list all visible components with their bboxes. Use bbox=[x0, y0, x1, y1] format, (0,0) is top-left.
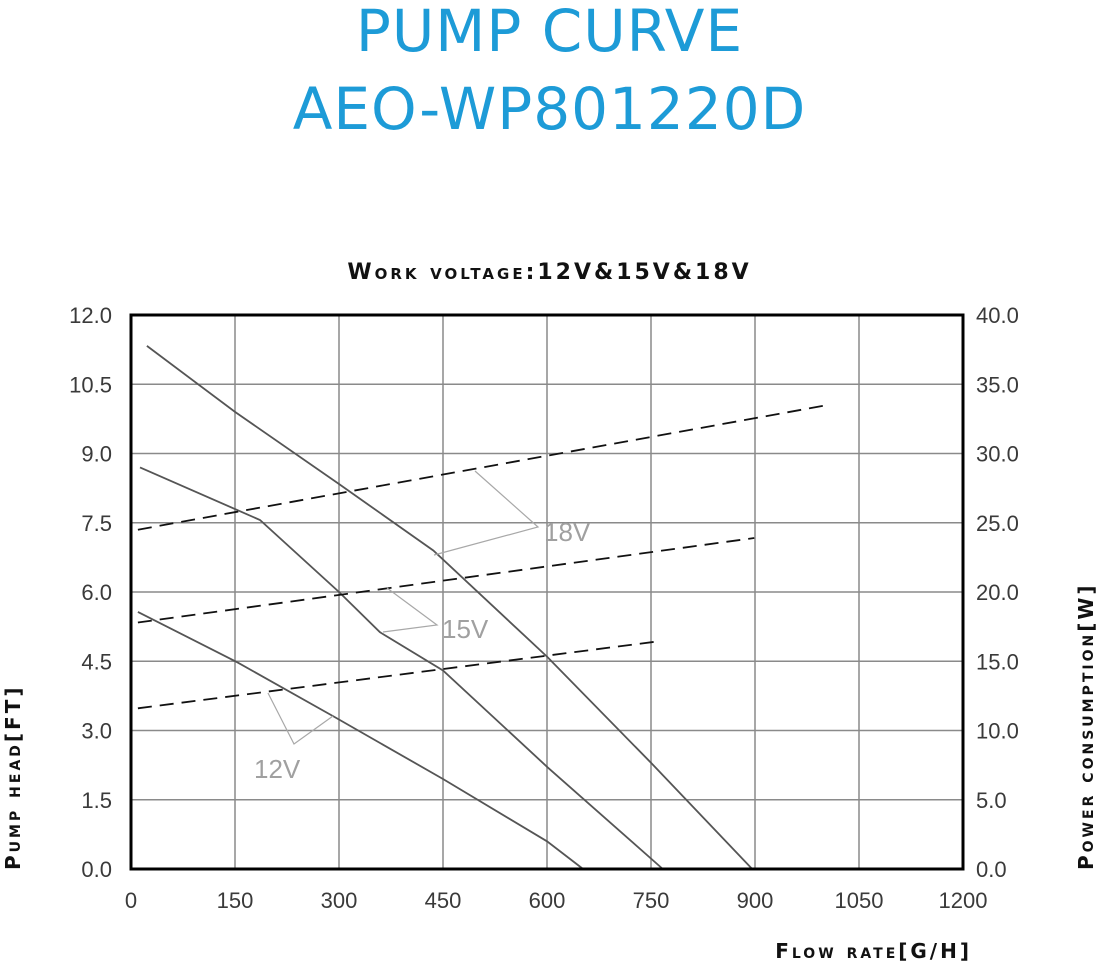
y-left-tick-label: 4.5 bbox=[81, 649, 112, 674]
label-18v: 18V bbox=[544, 517, 591, 547]
x-tick-label: 150 bbox=[217, 888, 254, 913]
x-tick-label: 1050 bbox=[835, 888, 884, 913]
plot-frame bbox=[129, 313, 965, 871]
x-axis-title: Flow rate[G/H] bbox=[775, 939, 972, 963]
y-right-tick-label: 35.0 bbox=[976, 372, 1019, 397]
leader-line bbox=[433, 470, 540, 556]
15v-head-curve bbox=[139, 466, 664, 870]
label-leader-lines bbox=[267, 470, 540, 745]
y-right-tick-label: 0.0 bbox=[976, 857, 1007, 882]
model-number: AEO-WP801220D bbox=[292, 75, 807, 143]
chart-title: PUMP CURVE bbox=[355, 0, 744, 65]
y-left-tick-label: 1.5 bbox=[81, 788, 112, 813]
leader-line bbox=[267, 692, 334, 745]
y-left-tick-label: 6.0 bbox=[81, 580, 112, 605]
x-tick-label: 750 bbox=[633, 888, 670, 913]
y-right-axis-title: Power consumption[W] bbox=[1074, 582, 1098, 870]
x-tick-label: 1200 bbox=[939, 888, 988, 913]
y-left-tick-label: 0.0 bbox=[81, 857, 112, 882]
y-right-tick-label: 15.0 bbox=[976, 649, 1019, 674]
y-right-tick-label: 40.0 bbox=[976, 303, 1019, 328]
x-tick-label: 600 bbox=[529, 888, 566, 913]
y-left-ticks: 0.0 1.5 3.0 4.5 6.0 7.5 9.0 10.5 12.0 bbox=[69, 303, 112, 882]
x-tick-label: 900 bbox=[737, 888, 774, 913]
y-left-tick-label: 12.0 bbox=[69, 303, 112, 328]
label-12v: 12V bbox=[254, 754, 301, 784]
chart-subtitle: Work voltage:12V&15V&18V bbox=[347, 260, 752, 285]
y-right-tick-label: 30.0 bbox=[976, 442, 1019, 467]
y-right-tick-label: 10.0 bbox=[976, 719, 1019, 744]
12v-head-curve bbox=[137, 611, 584, 870]
x-tick-label: 450 bbox=[425, 888, 462, 913]
18v-head-curve bbox=[146, 345, 753, 870]
label-15v: 15V bbox=[442, 614, 489, 644]
15v-power-curve bbox=[137, 537, 755, 624]
y-left-tick-label: 3.0 bbox=[81, 719, 112, 744]
y-right-tick-label: 25.0 bbox=[976, 511, 1019, 536]
leader-line bbox=[382, 587, 439, 633]
y-right-tick-label: 5.0 bbox=[976, 788, 1007, 813]
x-tick-label: 0 bbox=[125, 888, 137, 913]
x-tick-label: 300 bbox=[321, 888, 358, 913]
y-left-tick-label: 7.5 bbox=[81, 511, 112, 536]
y-left-axis-title: Pump head[FT] bbox=[1, 684, 25, 870]
y-left-tick-label: 9.0 bbox=[81, 442, 112, 467]
y-right-ticks: 0.0 5.0 10.0 15.0 20.0 25.0 30.0 35.0 40.0 bbox=[976, 303, 1019, 882]
y-right-tick-label: 20.0 bbox=[976, 580, 1019, 605]
18v-power-curve bbox=[137, 404, 828, 531]
data-curves bbox=[137, 345, 828, 870]
grid-lines bbox=[130, 314, 964, 870]
y-left-tick-label: 10.5 bbox=[69, 372, 112, 397]
x-ticks: 0 150 300 450 600 750 900 1050 1200 bbox=[125, 888, 988, 913]
